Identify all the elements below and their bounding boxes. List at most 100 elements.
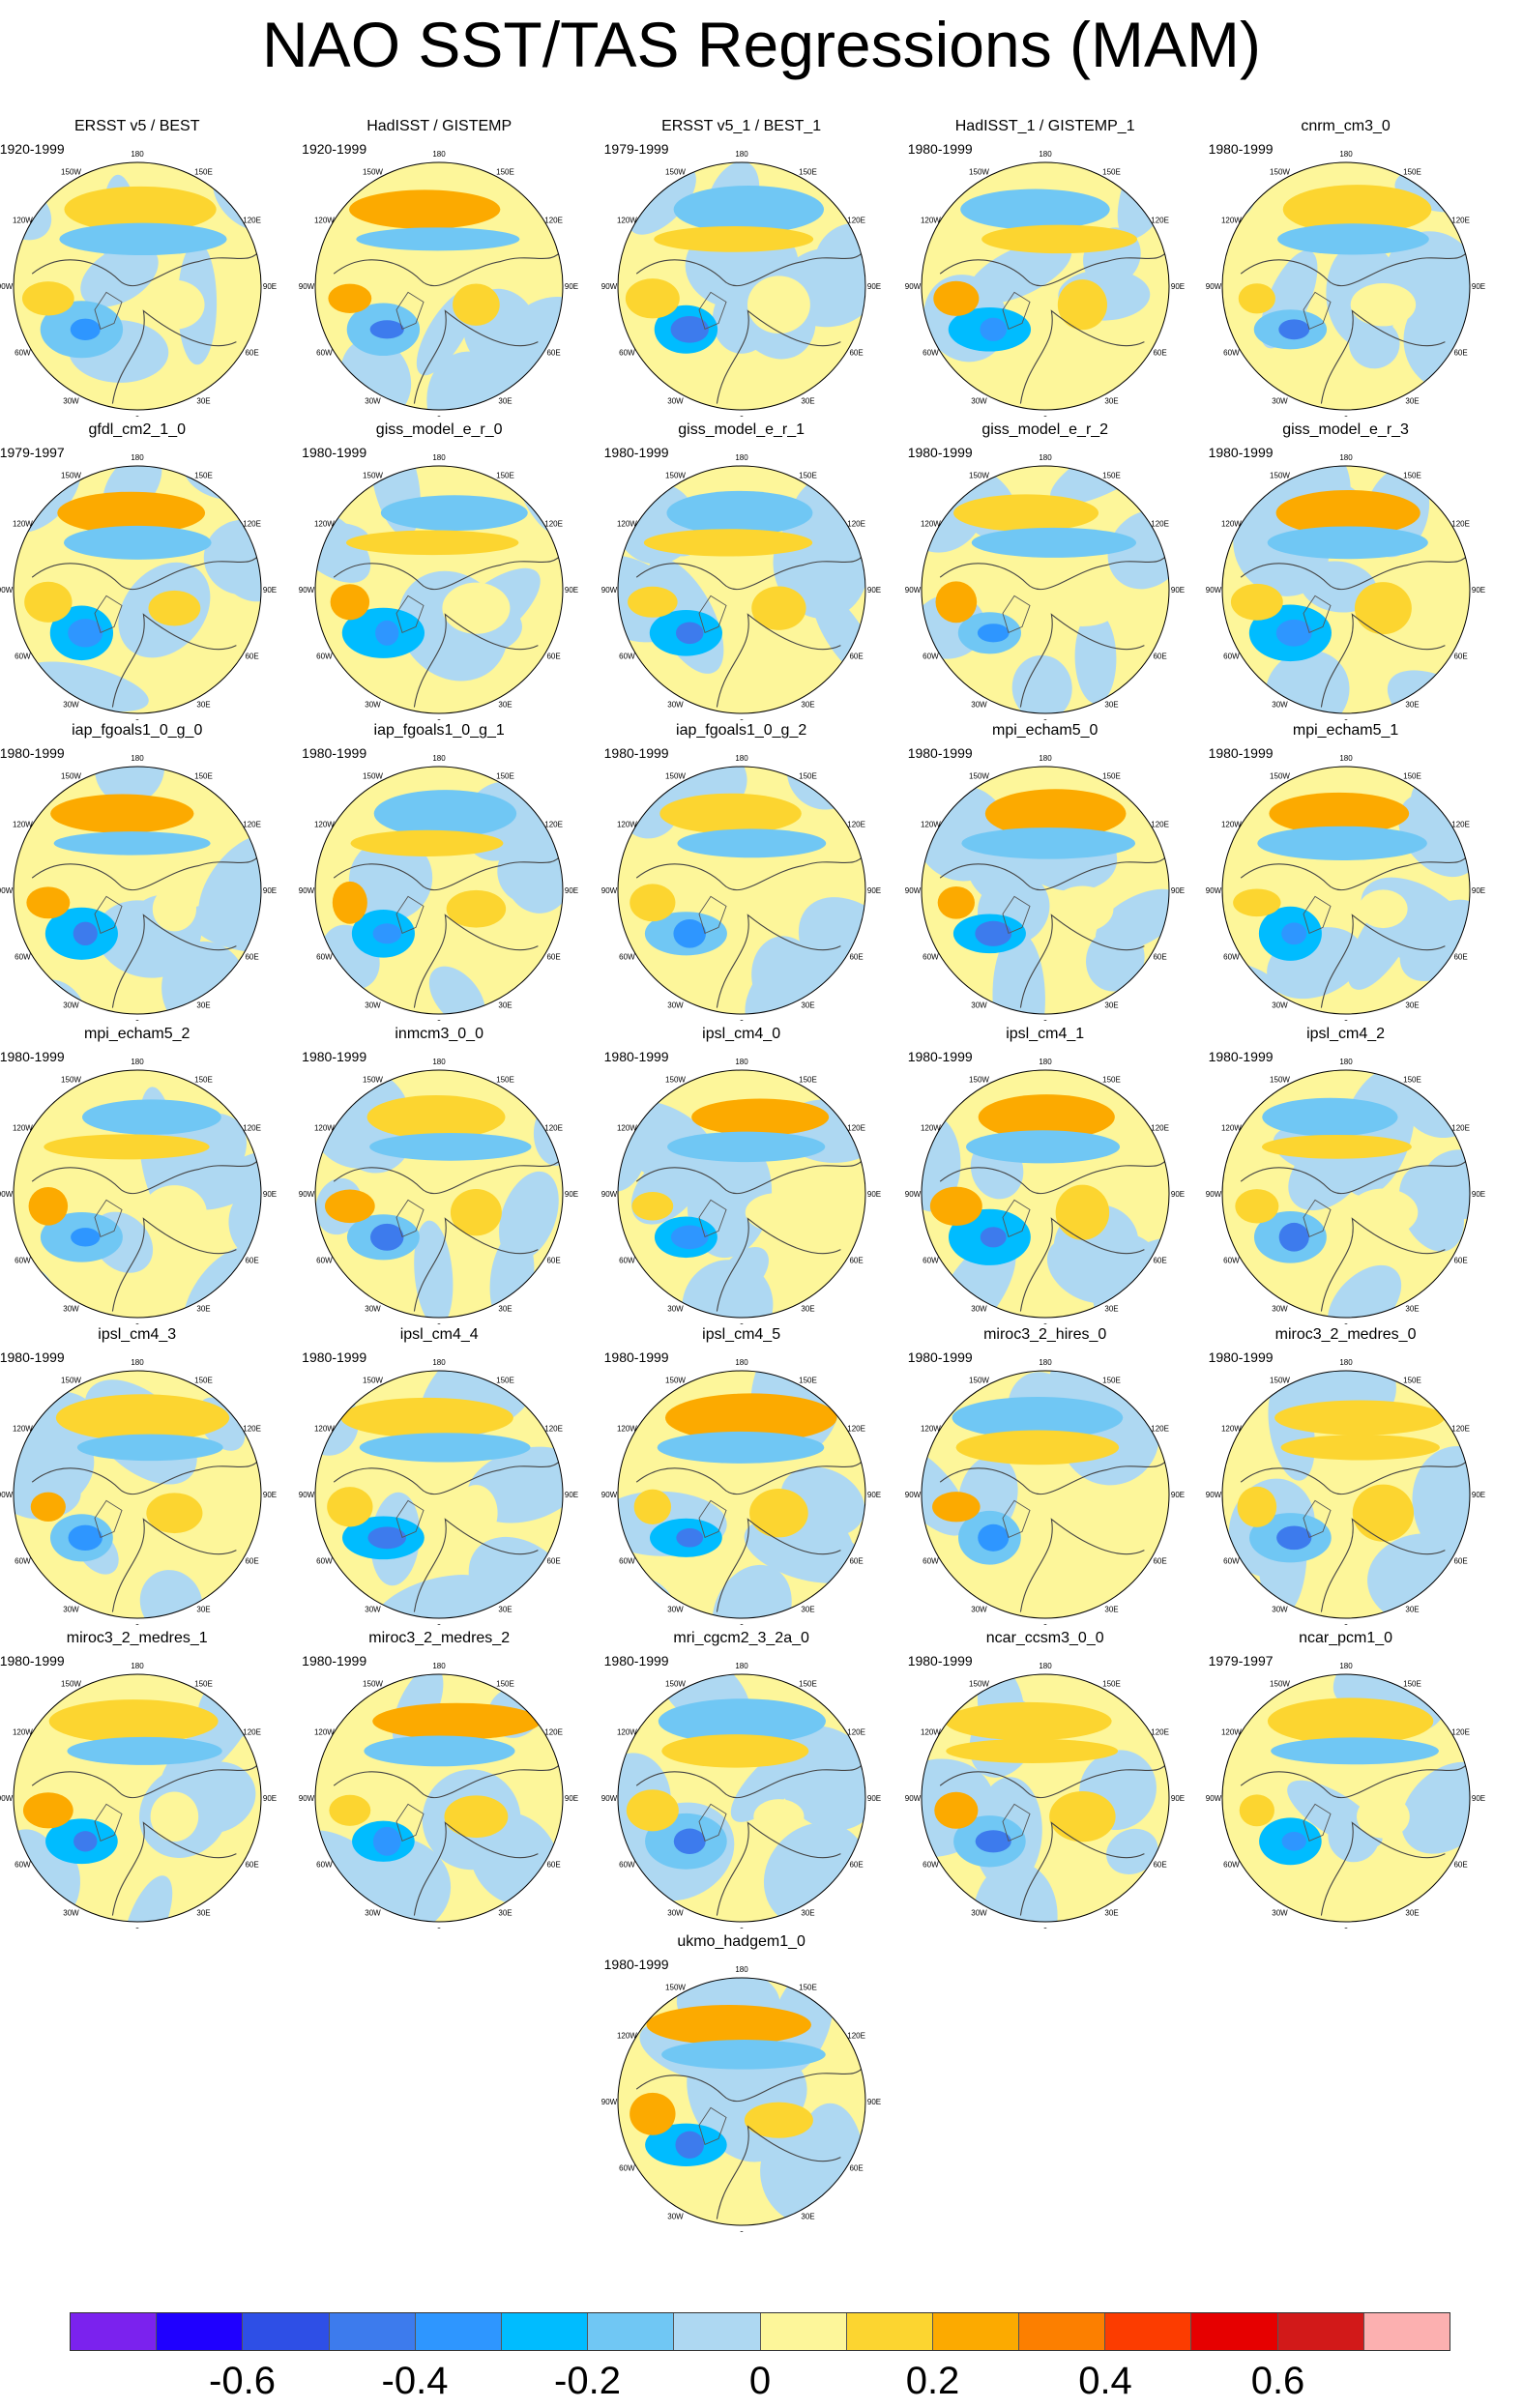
- longitude-label: 90W: [1205, 886, 1221, 895]
- colorbar-swatch: [932, 2313, 1020, 2350]
- longitude-label: 90E: [263, 886, 277, 895]
- polar-map: 180 150E 120E 90E 60E 30E 0 30W 60W 90W 120W 150W: [0, 150, 277, 417]
- longitude-label: 30W: [365, 1909, 381, 1918]
- polar-map: 180 150E 120E 90E 60E 30E 0 30W 60W 90W 120W 150W: [0, 1662, 277, 1929]
- panel-title: ipsl_cm4_2: [1306, 1026, 1386, 1043]
- longitude-label: 30E: [801, 1305, 814, 1314]
- longitude-label: 150W: [61, 1076, 81, 1085]
- longitude-label: 120W: [314, 821, 335, 829]
- longitude-label: 90W: [299, 1190, 315, 1199]
- longitude-label: 90E: [867, 586, 881, 595]
- longitude-label: 60E: [1153, 953, 1166, 962]
- longitude-label: 180: [131, 1058, 144, 1066]
- panel-title: ERSST v5_1 / BEST_1: [661, 117, 822, 134]
- colorbar-swatch: [674, 2313, 761, 2350]
- longitude-label: 0: [1042, 718, 1047, 720]
- longitude-label: 30E: [196, 1001, 210, 1010]
- longitude-label: 120W: [921, 520, 941, 529]
- colorbar-swatch: [157, 2313, 244, 2350]
- longitude-label: 30E: [1405, 701, 1419, 710]
- panel-title: iap_fgoals1_0_g_0: [72, 722, 203, 740]
- longitude-label: 90W: [1205, 1794, 1221, 1803]
- longitude-label: 150W: [969, 771, 989, 780]
- longitude-label: 120W: [617, 1425, 637, 1434]
- map-panel: ipsl_cm4_2 1980-1999 180 150E 120E 90E 60E 30E 0…: [1201, 1025, 1491, 1324]
- longitude-label: 30W: [971, 1909, 987, 1918]
- longitude-label: 150W: [363, 1076, 383, 1085]
- figure-title: NAO SST/TAS Regressions (MAM): [262, 9, 1261, 80]
- longitude-label: 180: [432, 453, 446, 462]
- longitude-label: 0: [1343, 1623, 1348, 1625]
- panel-period: 1920-1999: [302, 140, 367, 157]
- longitude-label: 90E: [565, 886, 578, 895]
- longitude-label: 120E: [544, 1124, 563, 1133]
- longitude-label: 120W: [13, 1124, 33, 1133]
- longitude-label: 90W: [600, 2098, 617, 2106]
- longitude-label: 90E: [1171, 1190, 1185, 1199]
- panel-title: mpi_echam5_2: [84, 1026, 190, 1043]
- longitude-label: 30W: [971, 397, 987, 406]
- colorbar-swatch: [71, 2313, 158, 2350]
- longitude-label: 30W: [1272, 1606, 1288, 1614]
- panel-title: ipsl_cm4_4: [399, 1326, 479, 1344]
- longitude-label: 60W: [1223, 953, 1240, 962]
- map-panel: mpi_echam5_1 1980-1999 180 150E 120E 90E 60E 30…: [1201, 721, 1491, 1021]
- longitude-label: 150E: [194, 1377, 213, 1385]
- longitude-label: 150E: [194, 771, 213, 780]
- longitude-label: 30E: [1405, 1909, 1419, 1918]
- longitude-label: 60W: [619, 1861, 635, 1870]
- longitude-label: 90E: [1471, 886, 1484, 895]
- longitude-label: 0: [1042, 1927, 1047, 1929]
- panel-period: 1980-1999: [0, 1653, 65, 1669]
- longitude-label: 90E: [1471, 586, 1484, 595]
- longitude-label: 150E: [194, 1680, 213, 1689]
- longitude-label: 120E: [544, 1728, 563, 1737]
- longitude-label: 30W: [667, 1305, 684, 1314]
- panel-period: 1980-1999: [603, 1049, 669, 1065]
- longitude-label: 150W: [61, 1377, 81, 1385]
- panel-period: 1980-1999: [1208, 745, 1274, 762]
- longitude-label: 90W: [1205, 1491, 1221, 1499]
- longitude-label: 60E: [849, 2164, 863, 2173]
- longitude-label: 180: [432, 1358, 446, 1367]
- longitude-label: 150W: [1270, 471, 1290, 479]
- longitude-label: 90W: [299, 1794, 315, 1803]
- longitude-label: 60W: [316, 1257, 333, 1265]
- longitude-label: 60E: [849, 1557, 863, 1566]
- longitude-label: 0: [1343, 1019, 1348, 1021]
- colorbar-swatch: [329, 2313, 416, 2350]
- longitude-label: 60E: [245, 348, 258, 357]
- panel-period: 1979-1999: [603, 140, 669, 157]
- panel-period: 1980-1999: [907, 1049, 973, 1065]
- polar-map: 180 150E 120E 90E 60E 30E 0 30W 60W 90W 120W 150W: [904, 1662, 1184, 1929]
- panel-period: 1980-1999: [907, 140, 973, 157]
- longitude-label: 90W: [0, 886, 13, 895]
- map-panel: miroc3_2_hires_0 1980-1999 180 150E 120E 90E 6…: [900, 1325, 1190, 1625]
- longitude-label: 120W: [13, 520, 33, 529]
- longitude-label: 30E: [196, 1606, 210, 1614]
- longitude-label: 0: [135, 1019, 140, 1021]
- longitude-label: 150E: [799, 167, 817, 176]
- polar-map: 180 150E 120E 90E 60E 30E 0 30W 60W 90W 120W 150W: [299, 754, 578, 1021]
- longitude-label: 90W: [1205, 586, 1221, 595]
- longitude-label: 60W: [15, 1557, 31, 1566]
- longitude-label: 30E: [196, 1909, 210, 1918]
- polar-map: 180 150E 120E 90E 60E 30E 0 30W 60W 90W 120W 150W: [1205, 150, 1484, 417]
- longitude-label: 0: [135, 718, 140, 720]
- longitude-label: 120E: [847, 2032, 865, 2041]
- panel-title: giss_model_e_r_0: [375, 421, 503, 439]
- colorbar-tick-label: -0.6: [209, 2360, 276, 2402]
- longitude-label: 90E: [1471, 282, 1484, 291]
- panel-title: ipsl_cm4_5: [702, 1326, 781, 1344]
- longitude-label: 120W: [617, 216, 637, 224]
- longitude-label: 120E: [1151, 1425, 1169, 1434]
- longitude-label: 0: [1042, 1322, 1047, 1324]
- longitude-label: 30W: [63, 701, 79, 710]
- longitude-label: 60W: [619, 2164, 635, 2173]
- longitude-label: 60W: [923, 953, 939, 962]
- longitude-label: 60E: [245, 653, 258, 661]
- panel-period: 1980-1999: [0, 745, 65, 762]
- longitude-label: 0: [739, 718, 744, 720]
- map-panel: ipsl_cm4_4 1980-1999 180 150E 120E 90E 60E 30E 0…: [294, 1325, 584, 1625]
- longitude-label: 150E: [1403, 1076, 1421, 1085]
